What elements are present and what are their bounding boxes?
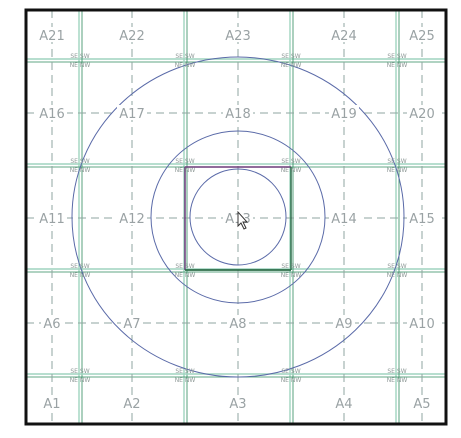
cell-label-background: [329, 105, 359, 120]
cell-label-background: [121, 395, 143, 410]
quadrant-label-top: SE SW: [175, 368, 194, 375]
grid-solid-lines: [26, 10, 446, 424]
cell-label: A20: [409, 107, 434, 122]
cell-label-background: [227, 315, 249, 330]
cell-label-background: [333, 395, 355, 410]
cell-label: A21: [39, 29, 64, 44]
cell-label-background: [329, 210, 359, 225]
quadrant-label-bottom: NE NW: [70, 272, 91, 279]
cell-label-background: [407, 315, 437, 330]
cell-label: A15: [409, 212, 434, 227]
map-frame: [24, 8, 448, 426]
cell-label-background: [411, 395, 433, 410]
quadrant-label-bottom: NE NW: [175, 272, 196, 279]
quadrant-label-bottom: NE NW: [70, 167, 91, 174]
quadrant-direction-labels: SE SW NE NW SE SW NE NW SE SW NE NW SE SW NE NW…: [70, 53, 408, 384]
cell-label: A1: [43, 397, 60, 412]
cell-label: A7: [123, 317, 140, 332]
quadrant-label-bottom: NE NW: [281, 167, 302, 174]
quadrant-label-top: SE SW: [281, 368, 300, 375]
quadrant-label-top: SE SW: [70, 368, 89, 375]
quadrant-label-top: SE SW: [70, 263, 89, 270]
cell-label: A6: [43, 317, 60, 332]
quadrant-label-top: SE SW: [387, 368, 406, 375]
cell-label-background: [41, 395, 63, 410]
cell-label: A14: [331, 212, 356, 227]
cell-label: A5: [413, 397, 430, 412]
cell-label-background: [407, 27, 437, 42]
quadrant-label-top: SE SW: [281, 158, 300, 165]
quadrant-label-bottom: NE NW: [387, 167, 408, 174]
quadrant-label-top: SE SW: [70, 158, 89, 165]
quadrant-label-bottom: NE NW: [281, 62, 302, 69]
quadrant-label-bottom: NE NW: [387, 272, 408, 279]
cell-labels: A21A22A23A24A25A16A17A18A19A20A11A12A13A…: [37, 27, 437, 412]
cell-label-background: [407, 210, 437, 225]
quadrant-label-bottom: NE NW: [175, 62, 196, 69]
cell-label: A22: [119, 29, 144, 44]
cell-label-background: [117, 27, 147, 42]
cell-label: A9: [335, 317, 352, 332]
quadrant-label-top: SE SW: [387, 263, 406, 270]
quadrant-label-top: SE SW: [281, 53, 300, 60]
cell-label: A23: [225, 29, 250, 44]
cell-label-background: [333, 315, 355, 330]
quadrant-label-bottom: NE NW: [175, 167, 196, 174]
cell-label-background: [227, 395, 249, 410]
cell-label-background: [37, 105, 67, 120]
cell-label: A10: [409, 317, 434, 332]
cell-label: A19: [331, 107, 356, 122]
quadrant-label-top: SE SW: [387, 158, 406, 165]
cell-label: A17: [119, 107, 144, 122]
quadrant-label-bottom: NE NW: [281, 377, 302, 384]
cell-label-background: [37, 210, 67, 225]
cell-label: A3: [229, 397, 246, 412]
center-square: [184, 166, 292, 271]
contour-rings: [71, 56, 405, 378]
quadrant-label-bottom: NE NW: [281, 272, 302, 279]
quadrant-label-top: SE SW: [281, 263, 300, 270]
quadrant-label-bottom: NE NW: [70, 62, 91, 69]
cell-label: A18: [225, 107, 250, 122]
quadrant-label-top: SE SW: [175, 263, 194, 270]
cell-label-background: [329, 27, 359, 42]
mouse-cursor-icon: [237, 210, 249, 230]
quadrant-label-bottom: NE NW: [70, 377, 91, 384]
cell-label-background: [37, 27, 67, 42]
quadrant-label-top: SE SW: [70, 53, 89, 60]
cell-label-background: [41, 315, 63, 330]
cell-label: A11: [39, 212, 64, 227]
cell-label: A25: [409, 29, 434, 44]
contour-ring: [150, 130, 326, 304]
cell-label-background: [223, 27, 253, 42]
quadrant-label-bottom: NE NW: [175, 377, 196, 384]
cell-label-background: [407, 105, 437, 120]
cell-label: A24: [331, 29, 356, 44]
quadrant-label-top: SE SW: [175, 53, 194, 60]
quadrant-label-bottom: NE NW: [387, 62, 408, 69]
cell-label: A12: [119, 212, 144, 227]
cell-label-background: [117, 105, 147, 120]
contour-ring: [189, 168, 287, 266]
cell-label: A16: [39, 107, 64, 122]
cell-label: A4: [335, 397, 352, 412]
cell-label-background: [121, 315, 143, 330]
cell-label-background: [223, 105, 253, 120]
quadrant-label-top: SE SW: [387, 53, 406, 60]
contour-ring: [71, 56, 405, 378]
cell-label-background: [117, 210, 147, 225]
cell-label: A8: [229, 317, 246, 332]
cell-label: A2: [123, 397, 140, 412]
quadrant-label-top: SE SW: [175, 158, 194, 165]
quadrant-label-bottom: NE NW: [387, 377, 408, 384]
